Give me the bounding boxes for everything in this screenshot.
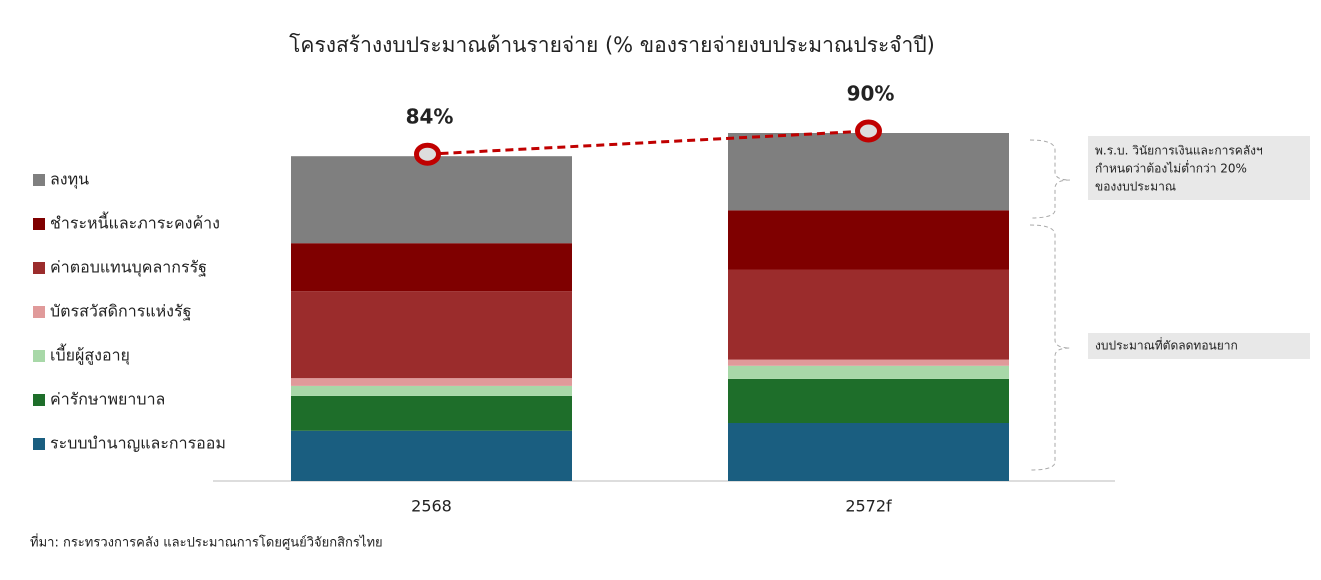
legend-swatch: [33, 438, 45, 450]
bar-segment: [728, 133, 1009, 211]
total-label: 90%: [847, 82, 895, 106]
bracket: [1029, 139, 1071, 219]
annotation-text: ของงบประมาณ: [1095, 180, 1176, 194]
legend-swatch: [33, 350, 45, 362]
annotation-box: [1088, 333, 1310, 359]
bar-segment: [291, 395, 572, 431]
annotation-box: [1088, 136, 1310, 200]
bracket: [1029, 224, 1071, 471]
legend-swatch: [33, 394, 45, 406]
total-label: 84%: [406, 105, 454, 129]
x-tick-label: 2568: [411, 497, 452, 516]
legend-label: ค่าตอบแทนบุคลากรรัฐ: [50, 258, 207, 278]
bar-segment: [291, 378, 572, 386]
legend-label: ระบบบำนาญและการออม: [50, 434, 226, 453]
x-tick-label: 2572f: [845, 497, 892, 516]
legend-swatch: [33, 306, 45, 318]
annotation-text: กำหนดว่าต้องไม่ต่ำกว่า 20%: [1095, 160, 1247, 176]
annotation-text: งบประมาณที่ตัดลดทอนยาก: [1095, 337, 1238, 353]
bar-segment: [728, 359, 1009, 366]
legend-label: บัตรสวัสดิการแห่งรัฐ: [50, 302, 191, 321]
legend-label: ค่ารักษาพยาบาล: [50, 390, 165, 409]
annotation-text: พ.ร.บ. วินัยการเงินและการคลังฯ: [1095, 144, 1263, 158]
legend-swatch: [33, 218, 45, 230]
bar-segment: [291, 430, 572, 481]
legend-label: ลงทุน: [50, 170, 89, 190]
legend-label: ชำระหนี้และภาระคงค้าง: [50, 212, 220, 233]
legend-label: เบี้ยผู้สูงอายุ: [50, 344, 130, 366]
total-marker: [414, 142, 441, 166]
bar-segment: [728, 365, 1009, 379]
bar-segment: [291, 156, 572, 244]
bar-segment: [728, 378, 1009, 423]
bar-segment: [728, 210, 1009, 270]
legend-swatch: [33, 174, 45, 186]
bar-segment: [291, 291, 572, 379]
bar-segment: [728, 423, 1009, 481]
source-note: ที่มา: กระทรวงการคลัง และประมาณการโดยศูน…: [30, 534, 383, 551]
chart-title: โครงสร้างงบประมาณด้านรายจ่าย (% ของรายจ่…: [289, 33, 935, 57]
bar-segment: [291, 243, 572, 292]
bar-segment: [291, 385, 572, 396]
total-marker: [855, 119, 882, 143]
legend-swatch: [33, 262, 45, 274]
total-trend: [427, 129, 869, 156]
bar-segment: [728, 269, 1009, 360]
